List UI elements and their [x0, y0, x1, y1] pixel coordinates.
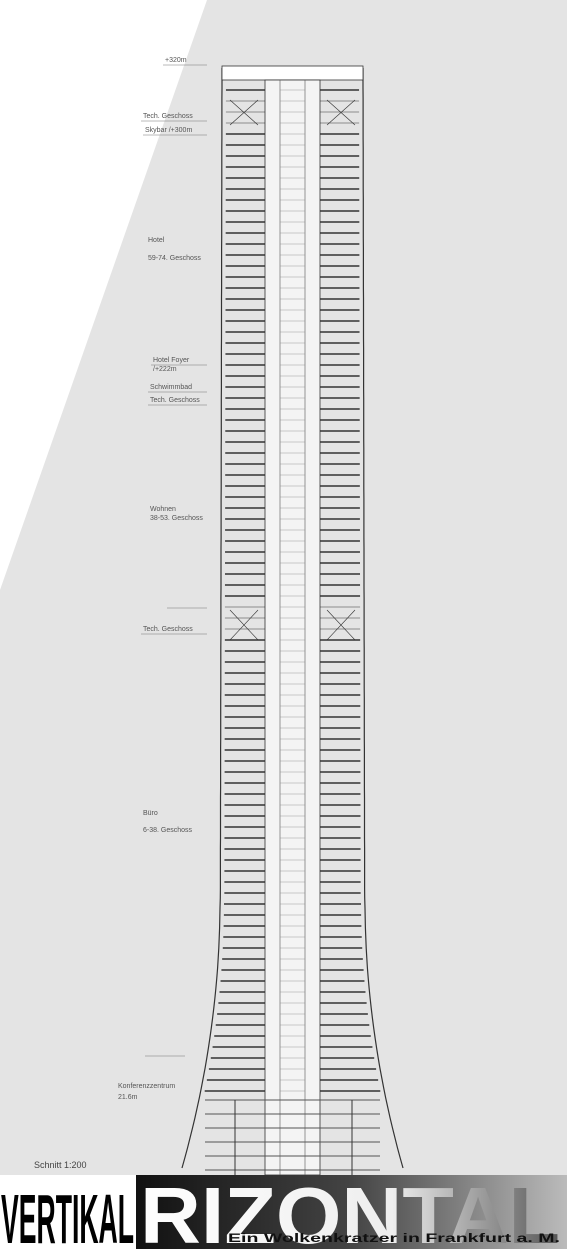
- scale-label: Schnitt 1:200: [34, 1160, 87, 1170]
- floor-label: 6-38. Geschoss: [143, 827, 193, 834]
- light-wedge: [0, 0, 207, 590]
- floor-label: /+222m: [153, 366, 177, 373]
- floor-label: 59-74. Geschoss: [148, 255, 201, 262]
- floor-label: Tech. Geschoss: [143, 113, 193, 120]
- banner-right: RIZONTAL: [140, 1171, 560, 1249]
- labels: +320m Tech. Geschoss Skybar /+300m Hotel 59-…: [118, 57, 207, 1101]
- banner-subtitle: Ein Wolkenkratzer in Frankfurt a. M.: [228, 1231, 560, 1245]
- floor-label: Konferenzzentrum: [118, 1083, 175, 1090]
- core: [264, 79, 321, 1176]
- truss: [229, 99, 356, 126]
- banner-dark: [136, 1175, 567, 1249]
- floor-label: Skybar /+300m: [145, 127, 192, 134]
- tower: [181, 65, 404, 1176]
- floor-label: Hotel: [148, 237, 165, 244]
- floor-label: Hotel Foyer: [153, 357, 190, 364]
- floor-label: Schwimmbad: [150, 384, 192, 391]
- floor-label: +320m: [165, 57, 187, 64]
- floor-label: Büro: [143, 810, 158, 817]
- truss: [229, 609, 356, 641]
- floor-label: Tech. Geschoss: [143, 626, 193, 633]
- tower-outline-left: [181, 68, 223, 1169]
- floor-label: Wohnen: [150, 506, 176, 513]
- banner-left: VERTIKAL: [1, 1180, 134, 1249]
- floor-label: 21.6m: [118, 1094, 138, 1101]
- tower-outline-right: [362, 68, 404, 1169]
- roof: [221, 65, 364, 81]
- floor-label: 38-53. Geschoss: [150, 515, 203, 522]
- floor-label: Tech. Geschoss: [150, 397, 200, 404]
